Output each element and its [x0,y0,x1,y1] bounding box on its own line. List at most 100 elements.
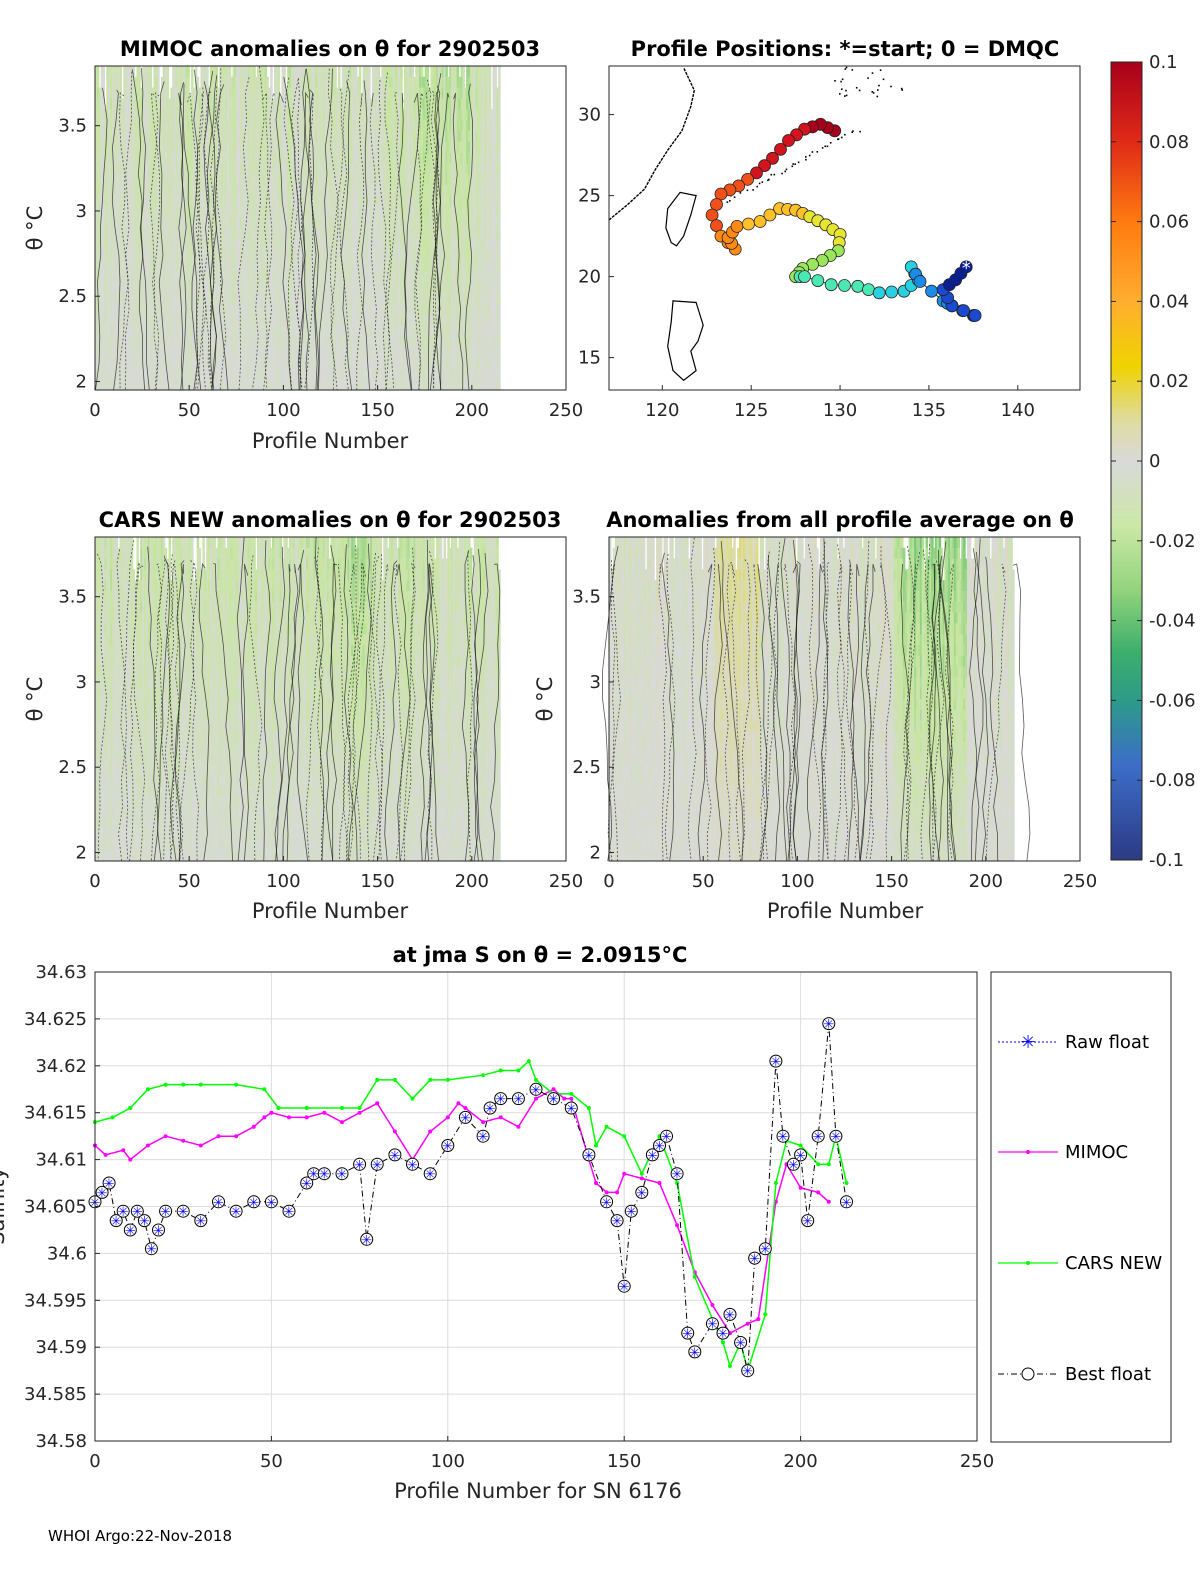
heatmap-cell [215,282,219,294]
heatmap-cell [226,228,230,240]
heatmap-cell [104,152,107,164]
heatmap-cell [164,336,168,348]
heatmap-cell [228,184,232,197]
heatmap-cell [147,271,151,283]
heatmap-cell [181,87,185,99]
heatmap-cell [236,120,239,132]
heatmap-cell [245,249,249,261]
heatmap-cell [232,325,235,337]
heatmap-cell [194,66,198,78]
heatmap-cell [112,76,115,89]
heatmap-cell [136,141,139,153]
heatmap-cell [110,206,113,218]
heatmap-cell [138,271,141,283]
heatmap-cell [183,325,186,337]
heatmap-cell [232,271,235,283]
heatmap-cell [110,87,113,99]
heatmap-cell [249,292,252,305]
heatmap-cell [221,228,224,240]
heatmap-cell [98,141,102,153]
heatmap-cell [243,195,247,207]
heatmap-cell [228,163,232,175]
heatmap-cell [144,346,147,359]
heatmap-cell [147,303,151,315]
heatmap-column [160,76,164,391]
heatmap-cell [189,336,192,348]
heatmap-cell [181,336,185,348]
heatmap-cell [202,174,205,186]
heatmap-cell [151,282,154,294]
heatmap-cell [185,152,188,164]
heatmap-cell [168,141,171,153]
heatmap-cell [140,346,143,359]
heatmap-cell [221,87,224,99]
heatmap-cell [221,336,224,348]
heatmap-column [134,76,138,391]
heatmap-cell [253,303,256,315]
heatmap-cell [176,228,179,240]
heatmap-cell [100,141,104,153]
heatmap-cell [119,76,122,89]
heatmap-cell [260,228,264,240]
heatmap-cell [128,163,132,175]
heatmap-cell [121,336,124,348]
heatmap-cell [368,87,371,99]
heatmap-cell [196,130,200,143]
heatmap-cell [232,87,235,99]
heatmap-cell [123,152,126,164]
heatmap-cell [236,109,239,121]
heatmap-cell [121,163,124,175]
heatmap-cell [162,368,166,380]
heatmap-cell [108,336,111,348]
heatmap-cell [110,228,113,240]
heatmap-cell [123,314,126,326]
heatmap-cell [255,303,258,315]
heatmap-cell [191,238,194,251]
heatmap-cell [106,368,109,380]
heatmap-cell [177,120,181,132]
heatmap-cell [200,184,203,197]
heatmap-cell [196,292,200,305]
heatmap-cell [232,109,235,121]
heatmap-cell [193,303,196,315]
heatmap-cell [185,357,188,369]
heatmap-cell [166,141,170,153]
heatmap-cell [172,282,175,294]
heatmap-cell [196,184,200,197]
heatmap-cell [221,184,224,197]
heatmap-cell [176,357,179,369]
heatmap-cell [147,141,151,153]
heatmap-cell [112,325,115,337]
heatmap-cell [245,357,249,369]
heatmap-cell [115,282,119,294]
heatmap-cell [121,206,124,218]
heatmap-cell [238,357,241,369]
heatmap-cell [185,271,188,283]
heatmap-cell [338,76,341,89]
heatmap-cell [193,130,196,143]
heatmap-cell [159,260,162,272]
heatmap-cell [132,66,136,78]
heatmap-cell [228,336,232,348]
heatmap-cell [187,292,190,305]
heatmap-cell [196,206,200,218]
heatmap-cell [125,228,128,240]
heatmap-column [251,66,254,391]
heatmap-cell [170,271,173,283]
heatmap-cell [115,109,119,121]
heatmap-cell [172,98,175,110]
heatmap-cell [245,66,249,78]
heatmap-cell [257,249,260,261]
heatmap-cell [168,152,171,164]
heatmap-cell [153,76,156,89]
heatmap-cell [125,325,128,337]
heatmap-cell [106,163,109,175]
heatmap-cell [164,206,168,218]
heatmap-cell [168,249,171,261]
heatmap-cell [138,184,141,197]
heatmap-cell [145,303,149,315]
heatmap-cell [223,163,226,175]
heatmap-cell [170,152,173,164]
heatmap-cell [209,141,213,153]
heatmap-cell [247,109,251,121]
